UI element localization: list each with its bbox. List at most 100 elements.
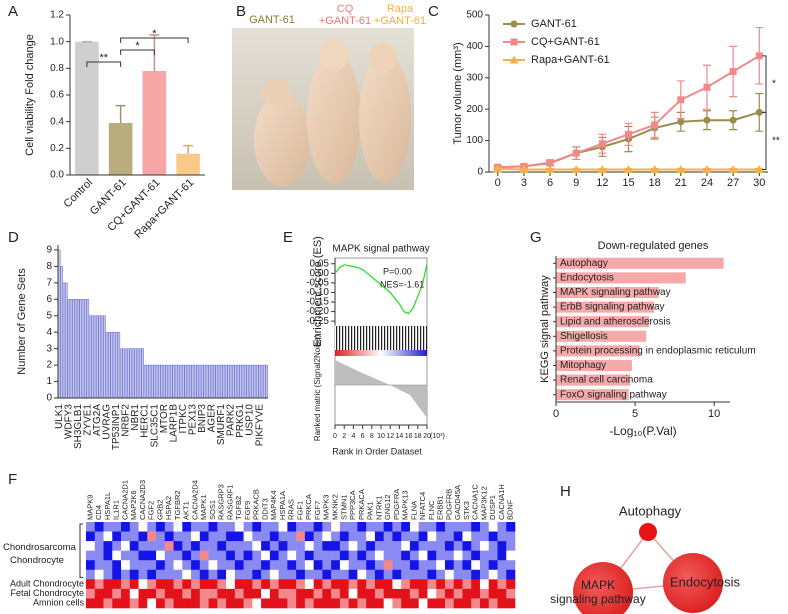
network-label: MAPK xyxy=(581,578,615,592)
legend-label: CQ+GANT-61 xyxy=(531,36,600,48)
mouse xyxy=(359,54,411,182)
y-axis-label: Enrichment score (ES) xyxy=(312,236,324,347)
heatmap-cell xyxy=(147,522,157,532)
heatmap-cell xyxy=(444,569,455,580)
heatmap-cell xyxy=(348,541,358,551)
heatmap-cell xyxy=(296,598,306,609)
y-tick-label: -0.15 xyxy=(306,297,329,308)
heatmap-cell xyxy=(94,560,104,571)
heatmap-cell xyxy=(322,560,332,571)
x-tick-label: 6 xyxy=(361,433,365,440)
heatmap-cell xyxy=(479,522,490,532)
heatmap-cell xyxy=(94,569,104,580)
marker xyxy=(509,55,519,64)
bar xyxy=(184,364,187,399)
y-tick-label: 0.4 xyxy=(50,116,64,127)
heatmap-cell xyxy=(217,541,227,551)
heatmap-cell xyxy=(436,550,446,561)
heatmap-cell xyxy=(234,579,244,590)
mouse-head xyxy=(319,39,349,71)
heatmap-cell xyxy=(287,560,297,571)
heatmap-cell xyxy=(401,569,411,580)
heatmap-cell xyxy=(243,541,253,551)
heatmap-cell xyxy=(287,541,297,551)
heatmap-cell xyxy=(357,541,367,551)
heatmap-cell xyxy=(506,579,516,590)
heatmap-cell xyxy=(479,541,490,551)
category-label: Mitophagy xyxy=(560,360,606,371)
bar xyxy=(110,331,113,399)
column-label: PRKCA xyxy=(304,494,313,520)
heatmap-cell xyxy=(138,579,148,590)
column-label: RASGRP3 xyxy=(217,484,226,520)
heatmap-cell xyxy=(121,579,131,590)
heatmap-cell xyxy=(444,550,455,561)
heatmap-cell xyxy=(269,522,279,532)
heatmap-cell xyxy=(164,588,174,599)
heatmap-cell xyxy=(173,550,183,561)
column-label: SOS1 xyxy=(208,500,217,520)
heatmap-cell xyxy=(427,588,437,599)
bar xyxy=(81,299,85,399)
heatmap-cell xyxy=(269,560,279,571)
heatmap-cell xyxy=(234,588,244,599)
heatmap-cell xyxy=(234,560,244,571)
heatmap-cell xyxy=(322,598,332,609)
heatmap-cell xyxy=(217,579,227,590)
bar xyxy=(142,71,167,175)
heatmap-cell xyxy=(488,550,498,561)
marker xyxy=(677,118,685,126)
heatmap-cell xyxy=(427,531,437,542)
heatmap-cell xyxy=(296,522,306,532)
heatmap-cell xyxy=(208,569,218,580)
photo-label: +GANT-61 xyxy=(319,15,371,27)
heatmap-cell xyxy=(269,550,279,561)
heatmap-cell xyxy=(217,598,227,609)
heatmap-cell xyxy=(348,598,358,609)
heatmap-cell xyxy=(392,531,402,542)
bar xyxy=(556,345,640,357)
bar xyxy=(198,364,202,399)
marker xyxy=(650,164,660,173)
x-tick-label: AGER xyxy=(207,404,218,432)
photo-label: Rapa xyxy=(387,3,414,15)
heatmap-cell xyxy=(313,598,323,609)
heatmap-cell xyxy=(392,560,402,571)
y-tick-label: 2 xyxy=(46,360,52,371)
heatmap-cell xyxy=(348,550,358,561)
marker xyxy=(572,149,580,157)
heatmap-cell xyxy=(366,531,376,542)
column-label: ERBB1 xyxy=(436,495,445,520)
heatmap-cell xyxy=(86,588,96,599)
bar xyxy=(122,348,125,399)
row-group-bracket xyxy=(79,523,83,578)
x-tick-label: ITPKC xyxy=(178,404,189,433)
column-label: CACNA1H xyxy=(497,484,506,520)
network-label: Endocytosis xyxy=(670,574,741,589)
heatmap-cell xyxy=(164,522,174,532)
heatmap-cell xyxy=(488,579,498,590)
heatmap-cell xyxy=(86,560,96,571)
heatmap-cell xyxy=(374,541,384,551)
significance-bracket xyxy=(762,111,767,170)
x-tick-label: PRKG1 xyxy=(235,404,246,438)
heatmap-cell xyxy=(339,541,349,551)
heatmap-cell xyxy=(479,588,490,599)
column-label: MAPK1 xyxy=(199,495,208,520)
heatmap-cell xyxy=(243,569,253,580)
column-label: MAP4K4 xyxy=(269,490,278,520)
panel-letter: H xyxy=(560,483,571,500)
x-tick-label: 30 xyxy=(753,177,765,189)
x-tick-label: SH3GLB1 xyxy=(73,404,84,449)
y-tick-label: 0.00 xyxy=(310,268,330,279)
heatmap-cell xyxy=(383,560,393,571)
heatmap-cell xyxy=(479,598,490,609)
x-tick-label: 18 xyxy=(649,177,661,189)
heatmap-cell xyxy=(156,579,166,590)
bar xyxy=(136,348,140,399)
heatmap-cell xyxy=(86,550,96,561)
heatmap-cell xyxy=(383,598,393,609)
heatmap-cell xyxy=(506,598,516,609)
heatmap-cell xyxy=(138,560,148,571)
